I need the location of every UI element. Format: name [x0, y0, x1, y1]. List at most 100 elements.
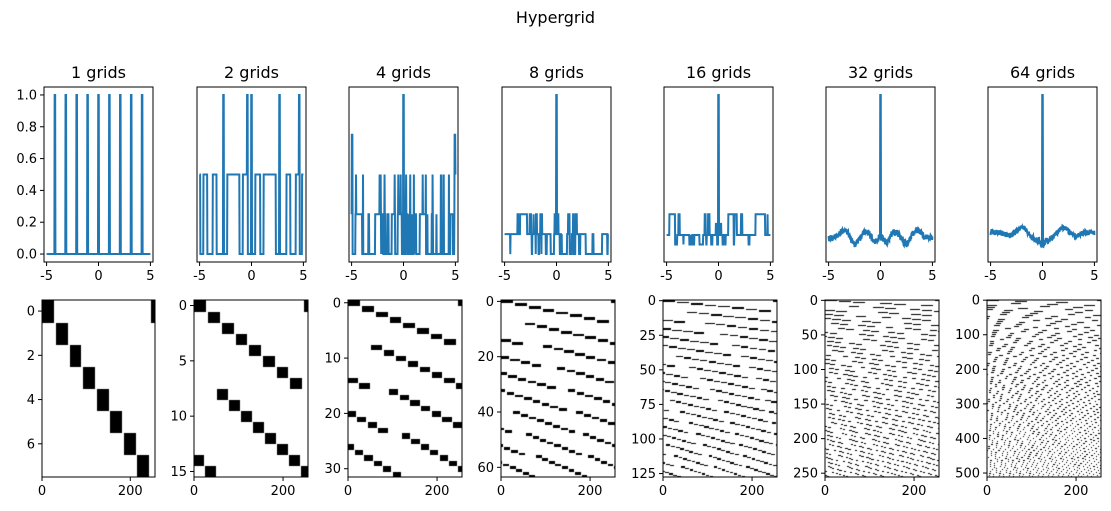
x-tick-label: 5: [604, 269, 612, 284]
x-tick-label: 5: [146, 269, 154, 284]
x-tick-label: 5: [299, 269, 307, 284]
raster-panel-2: 0 200 0 5 10 15: [170, 299, 309, 499]
axes-frame: [986, 299, 1102, 478]
x-tick-label: 0: [190, 484, 198, 499]
series-line: [666, 93, 771, 246]
x-tick-label: -5: [40, 269, 53, 284]
y-tick-label: 30: [324, 462, 341, 477]
y-tick-label: 25: [639, 329, 656, 344]
y-tick-label: 0.8: [16, 120, 37, 135]
x-tick-label: -5: [498, 269, 511, 284]
y-tick-label: 1.0: [16, 88, 37, 103]
x-tick-label: -5: [822, 269, 835, 284]
axes-frame: [193, 299, 309, 478]
y-tick-label: 0: [27, 305, 35, 320]
panel-title: 64 grids: [1010, 63, 1075, 82]
panel-title: 32 grids: [848, 63, 913, 82]
x-tick-label: 200: [578, 484, 603, 499]
line-panel-2: 2 grids -5 0 5: [193, 63, 307, 284]
y-tick-label: 100: [793, 363, 818, 378]
line-panel-64: 64 grids -5 0 5: [984, 63, 1098, 284]
axes-frame: [662, 299, 778, 478]
line-panel-32: 32 grids -5 0 5: [822, 63, 936, 284]
axes-frame: [41, 299, 156, 478]
y-tick-label: 15: [170, 465, 187, 480]
y-tick-label: 50: [639, 363, 656, 378]
line-panel-8: 8 grids -5 0 5: [498, 63, 612, 284]
raster-image: [501, 300, 615, 477]
y-tick-label: 100: [631, 432, 656, 447]
x-tick-label: 0: [659, 484, 667, 499]
y-tick-label: 200: [955, 363, 980, 378]
y-tick-label: 150: [793, 398, 818, 413]
raster-panel-16: 0 200 0 25 50 75 100 125: [631, 294, 778, 499]
y-tick-label: 20: [477, 350, 494, 365]
y-tick-label: 300: [955, 397, 980, 412]
axes-frame: [347, 299, 463, 478]
y-tick-label: 250: [793, 467, 818, 482]
panel-title: 4 grids: [376, 63, 431, 82]
x-tick-label: 5: [1090, 269, 1098, 284]
raster-image: [825, 300, 939, 477]
y-tick-label: 0.4: [16, 184, 37, 199]
y-tick-label: 10: [170, 410, 187, 425]
x-tick-label: -5: [345, 269, 358, 284]
panel-title: 2 grids: [224, 63, 279, 82]
y-tick-label: 60: [477, 461, 494, 476]
y-tick-label: 100: [955, 328, 980, 343]
y-tick-label: 0.0: [16, 248, 37, 263]
y-tick-label: 500: [955, 467, 980, 482]
x-tick-label: 0: [94, 269, 102, 284]
line-panel-1: 1 grids -5 0 5 0.0 0.2 0.4 0.6 0.8 1.0: [16, 63, 154, 284]
x-tick-label: 0: [876, 269, 884, 284]
panel-title: 16 grids: [686, 63, 751, 82]
x-tick-label: -5: [984, 269, 997, 284]
y-tick-label: 5: [179, 354, 187, 369]
y-tick-label: 0.6: [16, 152, 37, 167]
y-tick-label: 6: [27, 437, 35, 452]
y-tick-label: 0: [179, 299, 187, 314]
raster-image: [42, 300, 155, 477]
x-tick-label: 200: [740, 484, 765, 499]
y-tick-label: 50: [801, 328, 818, 343]
y-tick-label: 0: [810, 294, 818, 309]
y-tick-label: 0: [972, 294, 980, 309]
figure-title: Hypergrid: [516, 8, 595, 27]
raster-panel-4: 0 200 0 10 20 30: [324, 296, 463, 499]
x-tick-label: 200: [902, 484, 927, 499]
raster-panel-1: 0 200 0 2 4 6: [27, 299, 156, 499]
y-tick-label: 125: [631, 467, 656, 482]
raster-panel-8: 0 200 0 20 40 60: [477, 295, 616, 499]
axes-frame: [824, 299, 940, 478]
x-tick-label: 0: [497, 484, 505, 499]
y-tick-label: 0: [333, 296, 341, 311]
raster-image: [987, 300, 1101, 477]
x-tick-label: 0: [821, 484, 829, 499]
series-line: [350, 93, 457, 256]
series-line: [46, 93, 151, 256]
raster-panel-32: 0 200 0 50 100 150 200 250: [793, 294, 940, 499]
line-panel-16: 16 grids -5 0 5: [660, 63, 774, 284]
x-tick-label: 200: [1064, 484, 1089, 499]
x-tick-label: 0: [344, 484, 352, 499]
x-tick-label: 200: [271, 484, 296, 499]
axes-frame: [500, 299, 616, 478]
y-tick-label: 2: [27, 349, 35, 364]
x-tick-label: 5: [451, 269, 459, 284]
raster-image: [194, 300, 308, 477]
x-tick-label: -5: [193, 269, 206, 284]
x-tick-label: 0: [552, 269, 560, 284]
series-line: [827, 93, 934, 249]
raster-image: [348, 300, 462, 477]
x-tick-label: 0: [983, 484, 991, 499]
x-tick-label: 5: [766, 269, 774, 284]
y-tick-label: 400: [955, 432, 980, 447]
x-tick-label: 0: [247, 269, 255, 284]
x-tick-label: 200: [118, 484, 143, 499]
x-tick-label: 0: [1038, 269, 1046, 284]
y-tick-label: 10: [324, 352, 341, 367]
y-tick-label: 0: [486, 295, 494, 310]
panel-title: 1 grids: [71, 63, 126, 82]
y-tick-label: 0: [648, 294, 656, 309]
